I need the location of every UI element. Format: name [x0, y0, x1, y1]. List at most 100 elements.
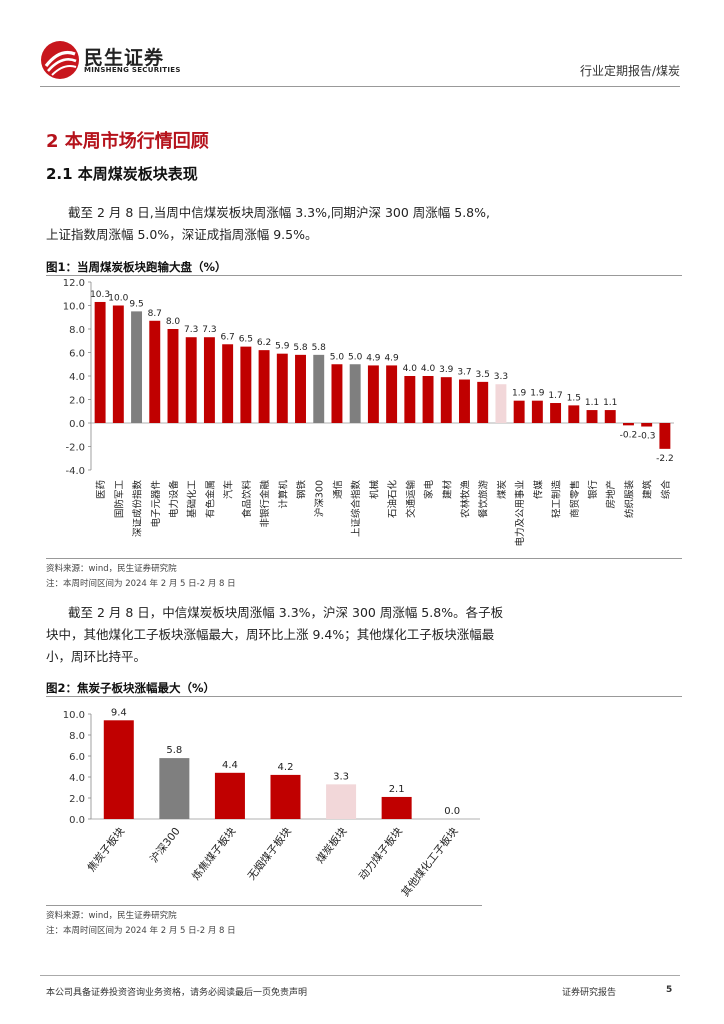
chart2-data-label: 4.4 [222, 760, 238, 771]
chart1-category-label: 深证成份指数 [132, 480, 144, 538]
chart1-category-label: 电力及公用事业 [514, 480, 526, 547]
chart1-data-label: 5.0 [330, 352, 345, 362]
chart1-bar [276, 353, 288, 423]
chart2-data-label: 4.2 [278, 762, 294, 773]
chart2-category-label: 煤炭板块 [313, 824, 349, 865]
chart1-category-label: 煤炭 [496, 480, 508, 500]
chart1-category-label: 沪深300 [314, 480, 326, 517]
chart1-category-label: 房地产 [605, 480, 617, 509]
figure-2-note: 注：本周时间区间为 2024 年 2 月 5 日-2 月 8 日 [46, 926, 236, 936]
chart1-data-label: 7.3 [202, 325, 216, 335]
figure-2-title: 图2：焦炭子板块涨幅最大（%） [46, 681, 216, 695]
chart1-bar [240, 346, 252, 423]
chart1-bar [641, 423, 653, 427]
paragraph-2: 截至 2 月 8 日，中信煤炭板块周涨幅 3.3%，沪深 300 周涨幅 5.8… [46, 602, 682, 668]
figure-1-top-rule [46, 275, 682, 276]
chart1-data-label: 1.1 [603, 398, 617, 408]
paragraph-2-line-3: 小，周环比持平。 [46, 649, 147, 664]
chart1-category-label: 医药 [96, 480, 107, 499]
chart1-category-label: 食品饮料 [241, 480, 253, 519]
footer-label: 证券研究报告 [562, 988, 617, 998]
page-number: 5 [666, 985, 673, 995]
figure-2-chart: 10.0 8.0 6.0 4.0 2.0 0.0 9.4 焦炭子板块 5.8 沪深300 4.4 炼焦… [63, 707, 480, 899]
chart2-y-tick-label: 6.0 [69, 752, 85, 763]
chart1-bar [331, 364, 343, 423]
chart2-bar [214, 772, 245, 819]
chart2-y-tick-label: 10.0 [63, 710, 85, 721]
chart1-data-label: 1.7 [548, 391, 562, 401]
chart1-data-label: 6.7 [220, 332, 234, 342]
chart2-bar [381, 796, 412, 819]
figure-1-source: 资料来源：wind，民生证券研究院 [46, 564, 177, 574]
chart1-category-label: 石油石化 [387, 480, 399, 519]
chart1-category-label: 餐饮旅游 [478, 480, 490, 519]
chart1-data-label: 8.7 [148, 309, 162, 319]
chart1-bar [440, 377, 452, 423]
chart1-data-label: 5.8 [312, 343, 327, 353]
chart1-data-label: 1.9 [530, 389, 545, 399]
chart2-bar [159, 758, 190, 819]
chart2-y-tick-label: 4.0 [69, 773, 85, 784]
paragraph-1-line-1: 截至 2 月 8 日,当周中信煤炭板块周涨幅 3.3%,同期沪深 300 周涨幅… [68, 205, 490, 220]
chart1-category-label: 传媒 [532, 480, 544, 500]
chart1-category-label: 交通运输 [405, 480, 417, 519]
chart1-category-label: 钢铁 [296, 480, 308, 500]
chart2-category-label: 动力煤子板块 [356, 824, 405, 882]
chart1-data-label: 10.0 [108, 294, 128, 304]
chart1-data-label: 6.5 [239, 335, 253, 345]
chart1-bar [222, 344, 234, 423]
chart1-data-label: 1.9 [512, 389, 527, 399]
chart1-category-label: 电子元器件 [150, 480, 162, 528]
chart1-data-label: 3.9 [439, 365, 454, 375]
paragraph-1-line-2: 上证指数周涨幅 5.0%，深证成指周涨幅 9.5%。 [46, 227, 318, 242]
chart1-bar [550, 403, 562, 423]
paragraph-1: 截至 2 月 8 日,当周中信煤炭板块周涨幅 3.3%,同期沪深 300 周涨幅… [46, 202, 682, 246]
chart1-bar [131, 311, 143, 423]
chart1-bar [622, 423, 634, 426]
chart2-y-tick-label: 0.0 [69, 815, 85, 826]
chart1-category-label: 汽车 [223, 480, 235, 499]
chart2-data-label: 0.0 [444, 806, 460, 817]
chart2-category-label: 无烟煤子板块 [245, 824, 294, 882]
chart1-category-label: 农林牧渔 [459, 480, 471, 519]
chart2-y-tick-label: 2.0 [69, 794, 85, 805]
chart2-category-label: 焦炭子板块 [85, 824, 128, 874]
figure-1-title: 图1：当周煤炭板块跑输大盘（%） [46, 260, 227, 274]
chart1-bar [185, 337, 197, 423]
chart1-y-tick-label: 6.0 [69, 349, 85, 360]
chart2-data-label: 9.4 [111, 707, 127, 718]
chart1-y-tick-label: -2.0 [65, 443, 85, 454]
chart2-y-tick-label: 8.0 [69, 731, 85, 742]
chart1-data-label: 4.0 [421, 364, 436, 374]
chart1-data-label: -0.3 [638, 432, 656, 442]
chart1-y-tick-label: 0.0 [69, 419, 85, 430]
chart1-category-label: 综合 [660, 480, 672, 500]
chart1-data-label: 5.0 [348, 352, 363, 362]
figure-1-chart: 12.0 10.0 8.0 6.0 4.0 2.0 0.0 -2.0 -4.0 10.3 医药 10.… [63, 278, 674, 547]
footer-disclaimer: 本公司具备证券投资咨询业务资格，请务必阅读最后一页免责声明 [46, 988, 308, 998]
chart1-y-tick-label: 12.0 [63, 278, 85, 289]
chart1-bar [349, 364, 361, 423]
chart1-bar [295, 354, 306, 423]
chart1-y-tick-label: 10.0 [63, 302, 85, 313]
chart2-data-label: 5.8 [166, 745, 182, 756]
chart1-category-label: 国防军工 [113, 480, 125, 519]
chart1-y-tick-label: 2.0 [69, 396, 85, 407]
chart1-bar [313, 354, 325, 423]
chart1-bar [404, 376, 416, 423]
minsheng-logo-icon [41, 41, 79, 79]
chart1-category-label: 建筑 [642, 480, 654, 500]
chart1-data-label: 7.3 [184, 325, 198, 335]
chart1-category-label: 上证综合指数 [350, 480, 362, 538]
chart2-bar [326, 784, 357, 819]
chart1-data-label: 10.3 [90, 290, 110, 300]
chart1-bar [112, 305, 124, 423]
chart1-category-label: 家电 [423, 480, 435, 500]
chart1-data-label: 9.5 [129, 299, 143, 309]
chart1-bar [386, 365, 398, 423]
chart1-category-label: 基础化工 [186, 480, 198, 519]
chart1-data-label: 5.8 [293, 343, 308, 353]
chart1-category-label: 轻工制造 [551, 480, 563, 519]
section-title: 2 本周市场行情回顾 [46, 131, 209, 152]
chart1-category-label: 银行 [587, 480, 599, 500]
